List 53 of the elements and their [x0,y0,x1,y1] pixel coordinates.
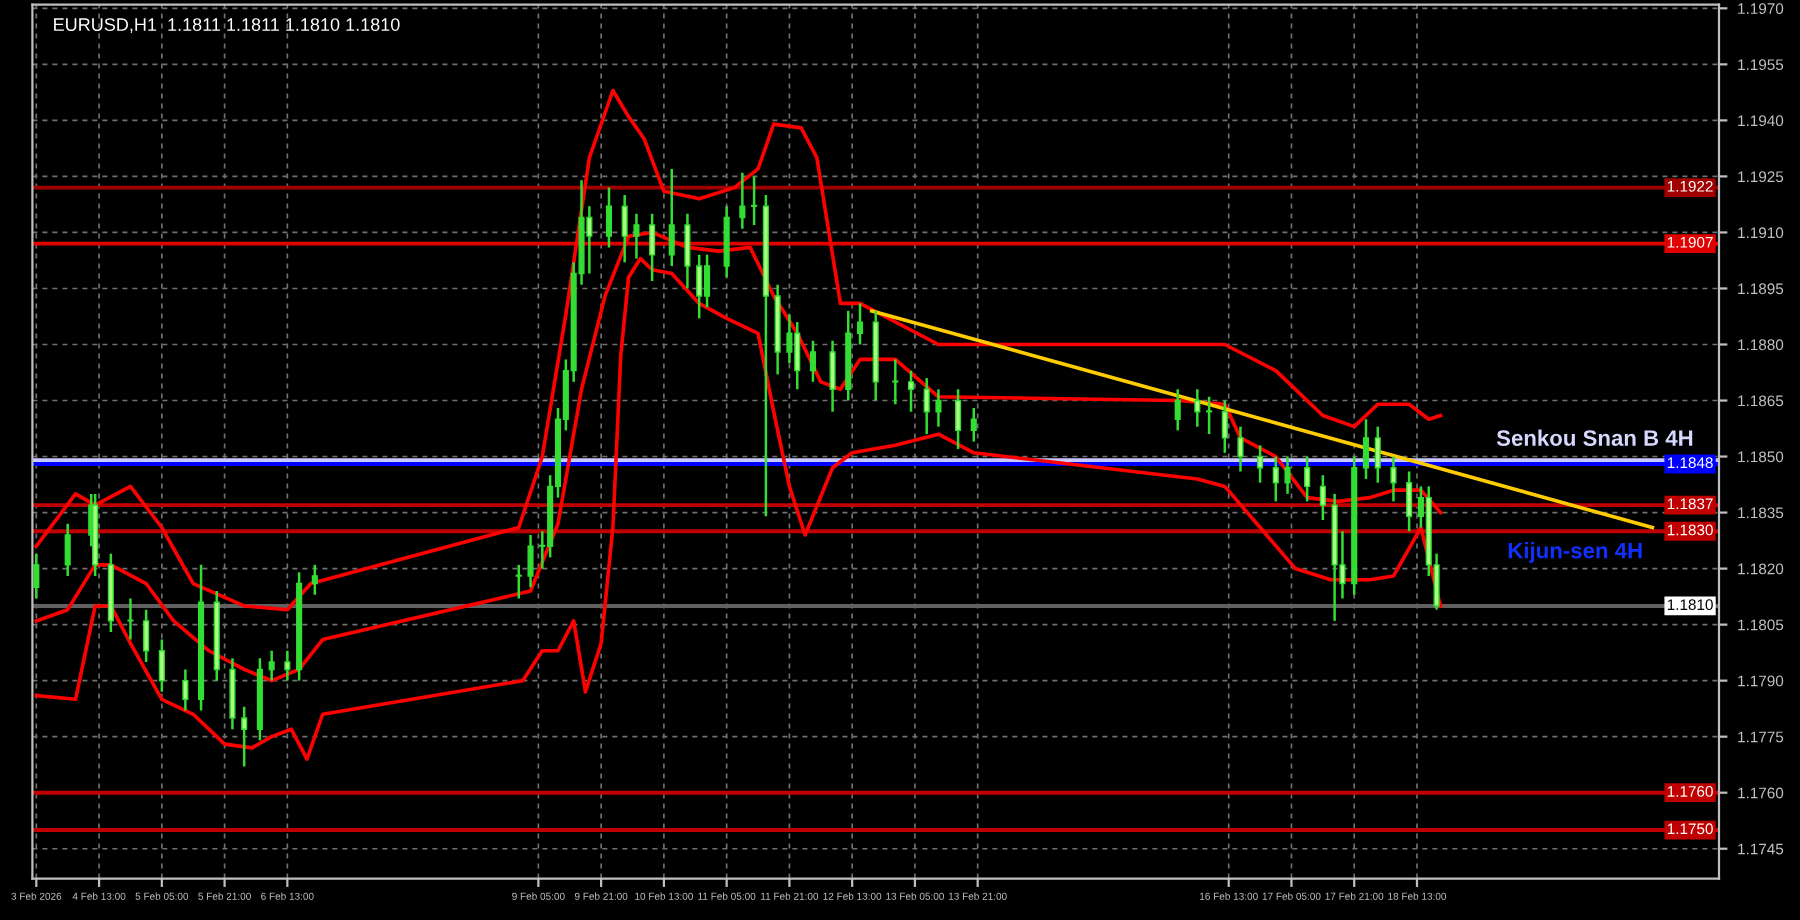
candlestick [1194,388,1201,428]
candlestick [1174,388,1181,432]
candlestick [1206,395,1213,436]
candlestick [182,668,189,712]
candlestick [605,186,613,249]
candlestick [649,212,656,283]
candlestick [1390,455,1397,503]
candlestick [143,608,150,664]
candlestick [703,253,711,309]
candlestick [907,369,915,413]
candlestick [621,193,628,264]
candlestick [527,533,534,589]
candlestick [33,552,40,600]
line-series [34,256,1443,761]
candlestick [684,212,691,290]
candlestick [515,563,522,600]
candlestick [970,406,977,443]
candlestick [1374,425,1381,484]
candlestick [829,339,836,413]
candlestick [633,212,640,260]
candlestick [268,649,275,682]
text: EURUSD,H1 1.1811 1.1811 1.1810 1.1810 [54,18,400,34]
candlestick [1319,473,1326,522]
line-series [34,88,1443,612]
candlestick [935,388,942,428]
candlestick [1221,399,1228,455]
annotation: Senkou Snan B 4H [1496,429,1693,446]
candlestick [739,171,746,230]
candlestick [1284,455,1291,496]
candlestick [668,167,675,268]
candlestick [158,638,165,694]
candlestick [64,522,71,578]
candlestick [127,597,134,641]
annotation: Kijun-sen 4H [1508,542,1642,563]
candlestick [786,313,793,365]
candlestick [1272,455,1279,503]
candlestick [284,649,291,682]
candlestick [856,302,864,346]
candlestick [955,388,962,451]
candlestick [751,175,758,227]
candlestick [1257,444,1264,484]
candlestick [809,339,816,384]
candlestick [696,253,703,320]
candlestick [1362,417,1370,481]
candlestick [794,320,801,391]
candlestick [241,705,248,768]
candlestick [311,563,318,596]
candlestick [923,376,930,436]
candlestick [1304,455,1311,503]
candlestick [892,358,899,406]
candlestick [1237,425,1244,473]
candlestick [586,205,593,275]
candlestick [1406,470,1413,533]
